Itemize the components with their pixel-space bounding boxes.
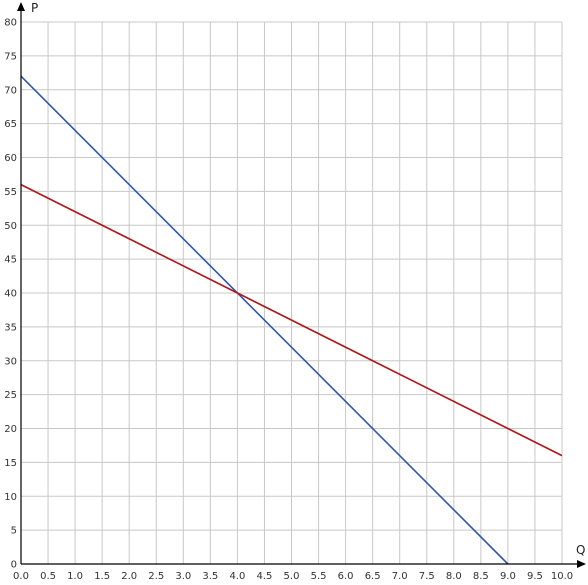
y-tick-label: 70 [4, 85, 17, 96]
y-tick-label: 35 [4, 322, 17, 333]
series-layer [20, 75, 563, 565]
x-tick-label: 1.5 [94, 571, 110, 582]
x-tick-label: 8.0 [446, 571, 462, 582]
y-tick-label: 25 [4, 390, 17, 401]
y-tick-label: 60 [4, 153, 17, 164]
x-tick-label: 5.5 [311, 571, 327, 582]
x-tick-label: 4.0 [229, 571, 245, 582]
x-axis-label: Q [576, 543, 585, 557]
y-tick-label: 15 [4, 458, 17, 469]
x-tick-label: 0.0 [13, 571, 29, 582]
x-tick-label: 6.0 [338, 571, 354, 582]
tick-labels: 0.0 0.5 1.0 1.5 2.0 2.5 3.0 3.5 4.0 4.5 5.0 5.5 6.0 6… [4, 18, 573, 583]
y-axis-arrow [17, 2, 25, 11]
axes [17, 2, 586, 568]
y-tick-label: 5 [11, 526, 17, 537]
x-tick-label: 9.5 [527, 571, 543, 582]
y-tick-label: 75 [4, 51, 17, 62]
x-tick-label: 7.0 [392, 571, 408, 582]
x-tick-label: 2.0 [121, 571, 137, 582]
x-tick-label: 8.5 [473, 571, 489, 582]
y-tick-label: 55 [4, 187, 17, 198]
x-tick-label: 3.0 [175, 571, 191, 582]
y-tick-label: 10 [4, 492, 17, 503]
y-tick-label: 50 [4, 221, 17, 232]
y-tick-label: 45 [4, 255, 17, 266]
x-tick-label: 1.0 [67, 571, 83, 582]
x-tick-label: 5.0 [284, 571, 300, 582]
series-line-2 [20, 183, 563, 457]
y-tick-label: 30 [4, 356, 17, 367]
x-tick-label: 2.5 [148, 571, 164, 582]
y-tick-label: 40 [4, 289, 17, 300]
series-line-1 [20, 75, 509, 565]
x-tick-label: 3.5 [202, 571, 218, 582]
y-tick-label: 80 [4, 18, 17, 29]
x-tick-label: 6.5 [365, 571, 381, 582]
y-axis-label: P [31, 1, 38, 15]
x-tick-label: 4.5 [256, 571, 272, 582]
x-tick-label: 7.5 [419, 571, 435, 582]
x-tick-label: 9.0 [500, 571, 516, 582]
y-tick-label: 0 [11, 560, 17, 571]
y-tick-label: 65 [4, 119, 17, 130]
y-tick-label: 20 [4, 424, 17, 435]
x-axis-arrow [577, 560, 586, 568]
grid [21, 21, 563, 564]
x-tick-label: 10.0 [551, 571, 573, 582]
x-tick-label: 0.5 [40, 571, 56, 582]
